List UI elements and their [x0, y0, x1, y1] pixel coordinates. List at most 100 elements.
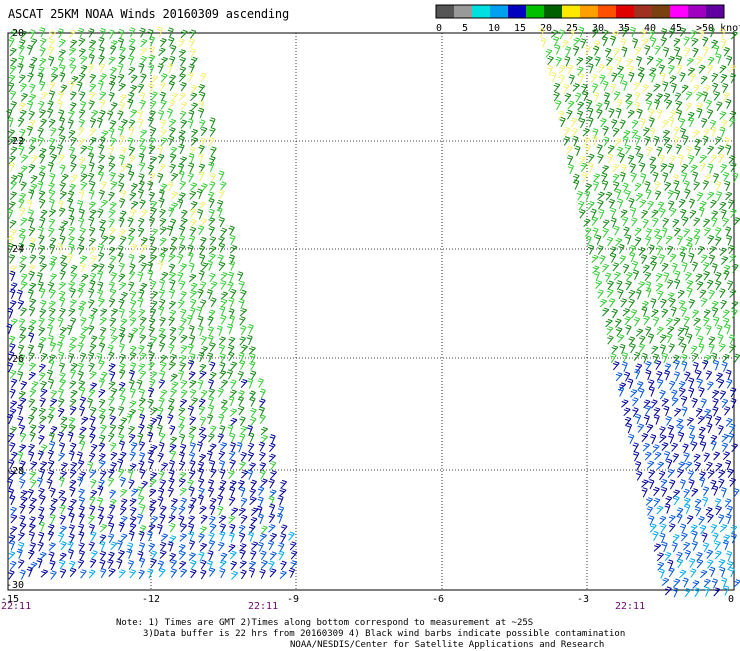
wind-barb	[645, 369, 652, 381]
wind-barb	[126, 548, 133, 559]
wind-barb	[619, 119, 626, 130]
legend-swatch	[472, 5, 491, 18]
wind-barb	[218, 170, 225, 181]
wind-barb	[228, 395, 235, 407]
wind-barb	[140, 237, 148, 246]
wind-barb	[691, 488, 699, 497]
wind-barb	[638, 343, 646, 353]
wind-barb	[595, 234, 602, 246]
wind-barb	[639, 162, 646, 173]
wind-barb	[7, 308, 14, 319]
wind-barb	[58, 452, 66, 462]
wind-barb	[46, 369, 53, 381]
wind-barb	[679, 127, 687, 139]
wind-barb	[269, 568, 277, 578]
wind-barb	[681, 360, 688, 372]
wind-barb	[56, 341, 63, 352]
wind-barb	[722, 353, 730, 363]
wind-barb	[645, 287, 652, 298]
wind-barb	[661, 262, 669, 272]
wind-barb	[218, 460, 226, 471]
wind-barb	[700, 254, 708, 264]
wind-barb	[98, 398, 106, 409]
wind-barb	[725, 191, 733, 201]
wind-barb	[149, 308, 157, 319]
wind-barb	[40, 569, 49, 578]
wind-barb	[592, 265, 600, 274]
wind-barb	[694, 461, 702, 472]
wind-barb	[718, 559, 726, 569]
wind-barb	[647, 333, 655, 344]
wind-barb	[648, 469, 656, 479]
wind-barb	[190, 282, 198, 292]
wind-barb	[570, 117, 578, 128]
wind-barb	[18, 198, 25, 209]
wind-barb	[59, 182, 66, 192]
wind-barb	[127, 333, 134, 344]
wind-barb	[673, 578, 681, 588]
wind-barb	[148, 45, 156, 56]
wind-barb	[639, 199, 647, 209]
wind-barb	[703, 354, 712, 364]
wind-barb	[199, 505, 207, 514]
wind-barb	[240, 514, 248, 525]
wind-barb	[40, 299, 47, 310]
wind-barb	[268, 478, 275, 489]
wind-barb	[48, 118, 56, 128]
wind-barb	[597, 245, 604, 255]
wind-barb	[89, 117, 97, 128]
wind-barb	[98, 154, 106, 164]
wind-barb	[20, 181, 27, 191]
wind-barb	[37, 450, 44, 461]
legend-label: 0	[436, 23, 442, 34]
wind-barb	[716, 324, 723, 336]
wind-barb	[694, 498, 702, 508]
wind-barb	[694, 506, 702, 517]
wind-barb	[57, 243, 64, 254]
wind-barb	[188, 486, 195, 497]
wind-barb	[28, 549, 35, 560]
legend-swatch	[562, 5, 581, 18]
wind-barb	[119, 235, 127, 246]
wind-barb	[69, 317, 77, 328]
wind-barb	[677, 327, 685, 337]
wind-barb	[188, 530, 195, 542]
wind-barb	[117, 73, 125, 84]
wind-barb	[17, 344, 25, 355]
wind-barb	[39, 27, 46, 38]
wind-barb	[17, 559, 25, 569]
wind-barb	[678, 431, 685, 443]
wind-barb	[604, 272, 612, 283]
wind-barb	[276, 512, 283, 524]
wind-barb	[149, 254, 157, 263]
wind-barb	[197, 461, 205, 472]
wind-barb	[88, 314, 95, 325]
wind-barb	[715, 53, 722, 64]
wind-barb	[48, 137, 56, 148]
wind-barb	[138, 325, 146, 335]
wind-barb	[618, 382, 627, 391]
wind-barb	[217, 254, 224, 265]
wind-barb	[178, 560, 187, 570]
wind-barb	[662, 129, 670, 139]
wind-barb	[625, 272, 633, 281]
wind-barb	[198, 405, 206, 416]
wind-barb	[677, 468, 684, 478]
wind-barb	[57, 407, 65, 418]
wind-barb	[19, 522, 27, 533]
wind-barb	[168, 459, 175, 471]
wind-barb	[692, 309, 699, 319]
wind-barb	[722, 451, 731, 461]
wind-barb	[180, 29, 188, 39]
wind-barb	[49, 506, 56, 516]
wind-barb	[707, 513, 714, 523]
wind-barb	[240, 344, 248, 354]
wind-barb	[628, 433, 635, 445]
wind-barb	[575, 92, 582, 103]
wind-barb	[692, 171, 699, 182]
wind-barb	[28, 189, 35, 200]
wind-barb	[161, 271, 169, 281]
wind-barb	[280, 524, 288, 534]
wind-barb	[37, 541, 44, 552]
wind-barb	[19, 128, 26, 139]
